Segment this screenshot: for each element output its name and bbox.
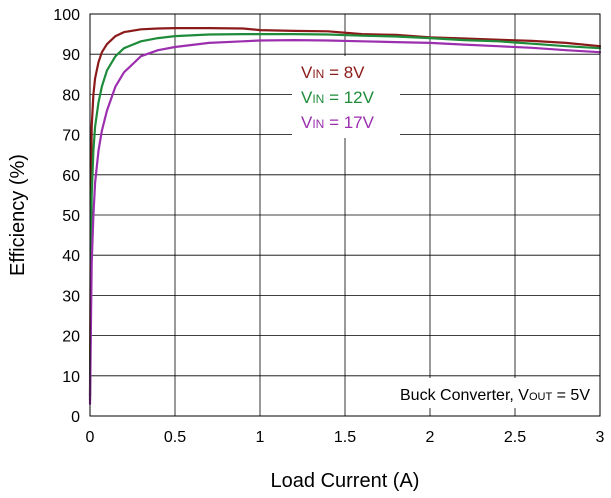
legend-background	[292, 56, 400, 138]
legend-entry-3: VIN = 17V	[301, 113, 375, 132]
y-tick-label: 100	[53, 7, 80, 24]
legend-entry-2: VIN = 12V	[301, 88, 375, 107]
legend-entry-1: VIN = 8V	[301, 63, 365, 82]
y-tick-label: 70	[62, 128, 80, 145]
series-line-2	[88, 33, 602, 401]
series-line-3	[88, 39, 602, 405]
y-tick-label: 90	[62, 47, 80, 64]
annotation-background	[383, 378, 597, 408]
grid-lines	[90, 14, 600, 416]
x-tick-label: 2	[426, 429, 435, 446]
y-tick-label: 80	[62, 87, 80, 104]
y-tick-label: 40	[62, 248, 80, 265]
y-tick-label: 0	[71, 409, 80, 426]
y-tick-label: 60	[62, 168, 80, 185]
plot-border	[89, 13, 601, 417]
y-tick-label: 20	[62, 329, 80, 346]
y-axis-title: Efficiency (%)	[7, 154, 29, 276]
series-layer	[88, 27, 602, 405]
x-tick-label: 3	[596, 429, 605, 446]
x-axis-ticks: 0 0.5 1 1.5 2 2.5 3	[86, 429, 605, 446]
y-tick-label: 30	[62, 288, 80, 305]
annotation-text: Buck Converter, VOUT = 5V	[400, 387, 590, 404]
x-tick-label: 1	[256, 429, 265, 446]
x-tick-label: 2.5	[504, 429, 526, 446]
series-line-1	[88, 27, 602, 397]
annotation-box: Buck Converter, VOUT = 5V	[383, 378, 597, 408]
x-axis-title: Load Current (A)	[271, 470, 420, 492]
y-tick-label: 10	[62, 369, 80, 386]
x-tick-label: 1.5	[334, 429, 356, 446]
x-tick-label: 0	[86, 429, 95, 446]
x-tick-label: 0.5	[164, 429, 186, 446]
y-tick-label: 50	[62, 208, 80, 225]
legend: VIN = 8V VIN = 12V VIN = 17V	[292, 56, 400, 138]
y-axis-ticks: 0 10 20 30 40 50 60 70 80 90 100	[53, 7, 80, 426]
